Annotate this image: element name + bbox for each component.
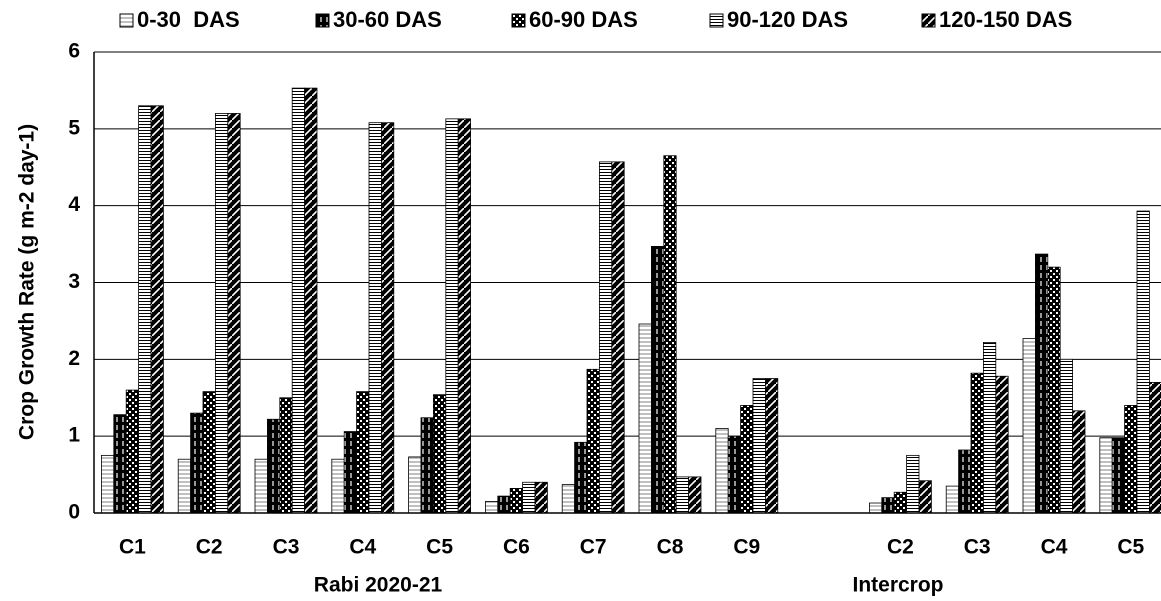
bar — [740, 405, 754, 514]
bar — [343, 431, 358, 514]
bar — [125, 389, 139, 514]
bar — [497, 495, 511, 514]
bar — [291, 87, 306, 514]
bar — [906, 454, 920, 514]
bar — [561, 484, 576, 514]
bar — [101, 454, 115, 514]
bar — [983, 342, 997, 514]
bar — [918, 480, 932, 514]
x-tick-label: C5 — [1117, 536, 1144, 559]
bar — [432, 394, 447, 514]
bar — [995, 375, 1009, 514]
bar — [408, 456, 422, 514]
legend-swatch — [119, 13, 134, 28]
y-tick-label: 3 — [68, 270, 80, 293]
bar — [970, 372, 984, 514]
legend-swatch — [709, 13, 724, 28]
x-tick-label: C2 — [196, 536, 223, 559]
bar — [445, 118, 459, 514]
bar — [227, 113, 241, 514]
y-tick-label: 1 — [68, 424, 80, 447]
bar — [1072, 410, 1086, 514]
bar — [522, 481, 536, 514]
bar — [356, 391, 370, 514]
bar — [509, 488, 524, 514]
bar — [663, 155, 677, 514]
bar — [1111, 437, 1125, 514]
bar — [279, 397, 293, 514]
bar — [727, 435, 742, 514]
bar — [1059, 358, 1073, 514]
group-label: Rabi 2020-21 — [314, 574, 443, 597]
bar — [534, 481, 548, 514]
x-tick-label: C1 — [119, 536, 146, 559]
legend-swatch — [315, 13, 330, 28]
bar — [574, 441, 588, 514]
legend-label: 90-120 DAS — [727, 7, 848, 32]
x-tick-label: C4 — [1041, 536, 1068, 559]
bar — [420, 417, 434, 514]
bar — [190, 412, 204, 514]
legend-label: 0-30 DAS — [137, 7, 240, 32]
bar — [1047, 266, 1061, 514]
bar — [715, 428, 729, 514]
bar — [638, 323, 652, 514]
bar — [1136, 210, 1150, 514]
legend-swatch — [921, 13, 936, 28]
bar — [881, 497, 895, 514]
bar — [586, 368, 600, 514]
bar — [177, 458, 191, 514]
bar — [1099, 437, 1113, 514]
bar — [254, 458, 268, 514]
bar — [1035, 253, 1049, 514]
bar — [304, 87, 318, 514]
bar — [869, 502, 883, 514]
bar — [1124, 405, 1138, 514]
group-label: Intercrop — [852, 574, 943, 597]
bar — [380, 122, 395, 514]
legend-swatch — [511, 13, 526, 28]
bar — [1022, 338, 1036, 514]
bar — [202, 391, 216, 514]
legend-label: 120-150 DAS — [939, 7, 1072, 32]
y-tick-label: 6 — [68, 40, 80, 63]
bar — [945, 485, 960, 514]
x-tick-label: C2 — [887, 536, 914, 559]
bar — [150, 105, 164, 514]
bar — [675, 476, 690, 514]
bar — [331, 458, 345, 514]
y-tick-label: 0 — [68, 501, 80, 524]
bar — [266, 418, 281, 514]
x-tick-label: C7 — [580, 536, 607, 559]
x-tick-label: C6 — [503, 536, 530, 559]
x-tick-label: C5 — [426, 536, 453, 559]
x-tick-label: C4 — [349, 536, 376, 559]
bar — [752, 378, 766, 514]
bar — [958, 449, 972, 514]
bar — [765, 378, 779, 514]
bar — [113, 414, 127, 514]
bar — [484, 501, 499, 514]
x-tick-label: C3 — [273, 536, 300, 559]
x-tick-label: C9 — [733, 536, 760, 559]
y-axis-title: Crop Growth Rate (g m-2 day-1) — [16, 124, 39, 440]
y-tick-label: 4 — [68, 193, 80, 216]
bar — [599, 161, 613, 514]
bar — [368, 122, 382, 514]
bar — [611, 161, 625, 514]
bar — [138, 105, 152, 514]
y-tick-label: 2 — [68, 347, 80, 370]
bar — [688, 476, 702, 514]
bar — [651, 245, 665, 514]
x-tick-label: C3 — [964, 536, 991, 559]
legend-label: 60-90 DAS — [529, 7, 638, 32]
legend-label: 30-60 DAS — [333, 7, 442, 32]
bar — [214, 113, 229, 514]
bar — [457, 118, 472, 514]
bar — [1149, 381, 1161, 514]
y-tick-label: 5 — [68, 116, 80, 139]
x-tick-label: C8 — [657, 536, 684, 559]
bar — [893, 491, 908, 514]
